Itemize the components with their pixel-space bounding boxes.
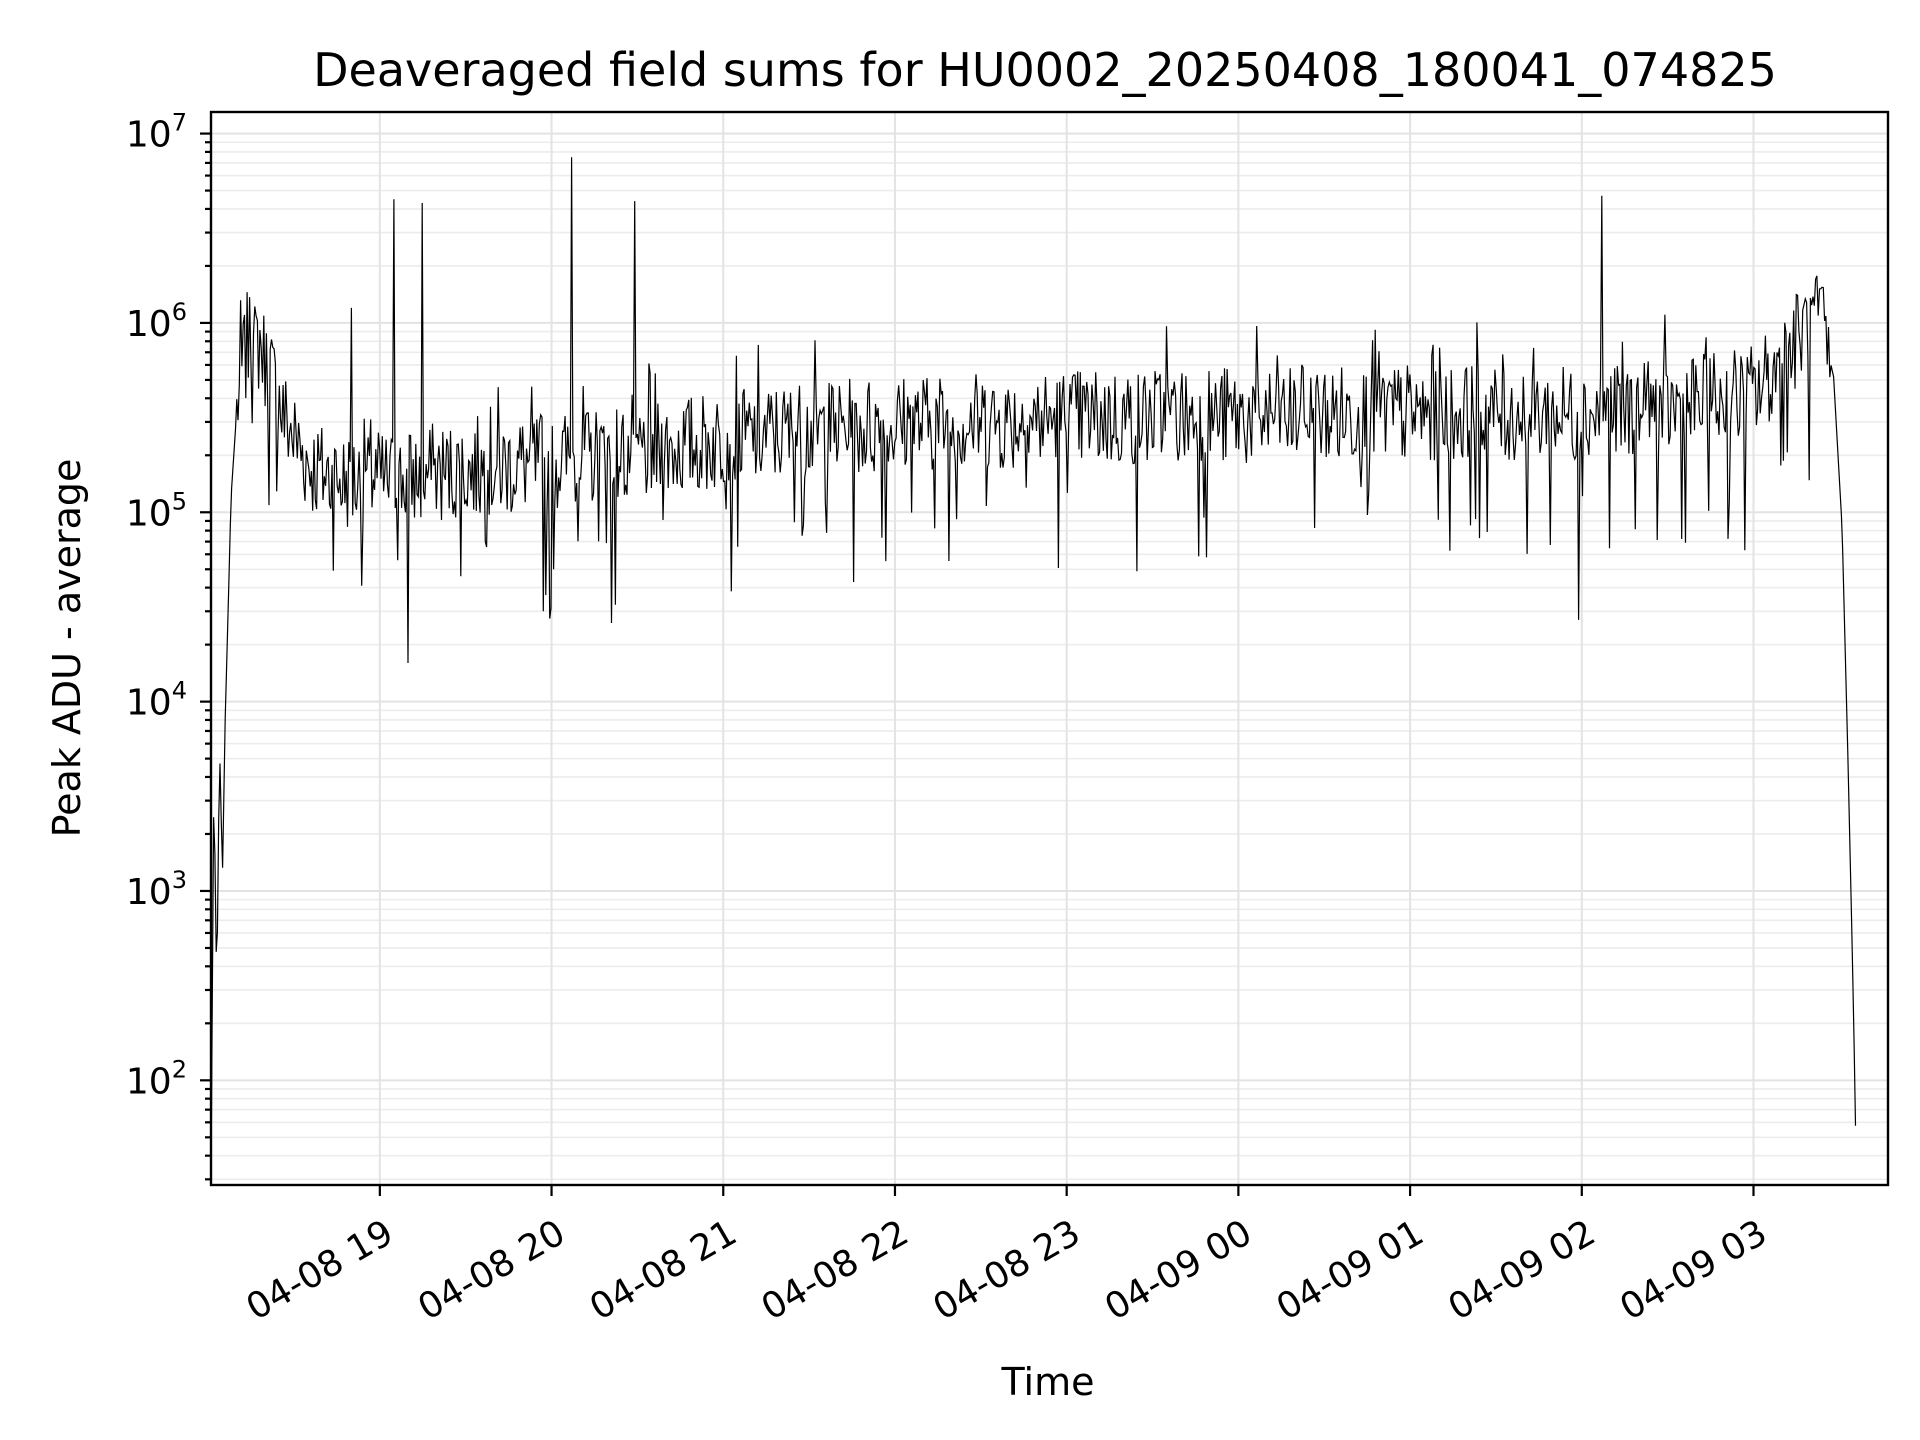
x-tick-label: 04-09 00 xyxy=(1098,1212,1259,1328)
y-tick-base: 10 xyxy=(126,1061,172,1102)
y-tick-exponent: 6 xyxy=(172,298,187,326)
x-axis: 04-08 19 04-08 20 04-08 21 04-08 22 04-08 23… xyxy=(240,1185,1774,1329)
y-tick-label: 104 xyxy=(126,677,187,724)
y-tick-base: 10 xyxy=(126,872,172,913)
x-tick-label: 04-09 02 xyxy=(1442,1212,1603,1328)
y-tick-label: 105 xyxy=(126,487,187,534)
grid-layer xyxy=(211,112,1888,1185)
x-tick-label: 04-08 21 xyxy=(583,1212,744,1328)
chart-title: Deaveraged field sums for HU0002_2025040… xyxy=(313,43,1777,97)
x-tick-label: 04-09 03 xyxy=(1613,1212,1774,1328)
x-axis-label: Time xyxy=(1001,1360,1095,1404)
y-tick-base: 10 xyxy=(126,683,172,724)
y-tick-base: 10 xyxy=(126,115,172,156)
x-tick-label: 04-08 23 xyxy=(926,1212,1087,1328)
x-tick-label: 04-08 22 xyxy=(755,1212,916,1328)
x-tick-label: 04-08 20 xyxy=(411,1212,572,1328)
plot-frame xyxy=(209,110,1890,1187)
y-tick-exponent: 2 xyxy=(172,1055,187,1083)
series-layer xyxy=(210,157,1857,1180)
y-tick-base: 10 xyxy=(126,304,172,345)
x-tick-label: 04-08 19 xyxy=(240,1212,401,1328)
x-tick-label: 04-09 01 xyxy=(1270,1212,1431,1328)
y-tick-label: 102 xyxy=(126,1055,187,1102)
y-tick-exponent: 3 xyxy=(172,866,187,894)
y-tick-exponent: 5 xyxy=(172,487,187,515)
series-line xyxy=(210,157,1857,1180)
y-tick-exponent: 4 xyxy=(172,677,187,705)
y-tick-exponent: 7 xyxy=(172,109,187,137)
y-tick-label: 103 xyxy=(126,866,187,913)
y-axis-label: Peak ADU - average xyxy=(45,459,89,838)
y-tick-label: 107 xyxy=(126,109,187,156)
y-tick-base: 10 xyxy=(126,493,172,534)
y-tick-label: 106 xyxy=(126,298,187,345)
